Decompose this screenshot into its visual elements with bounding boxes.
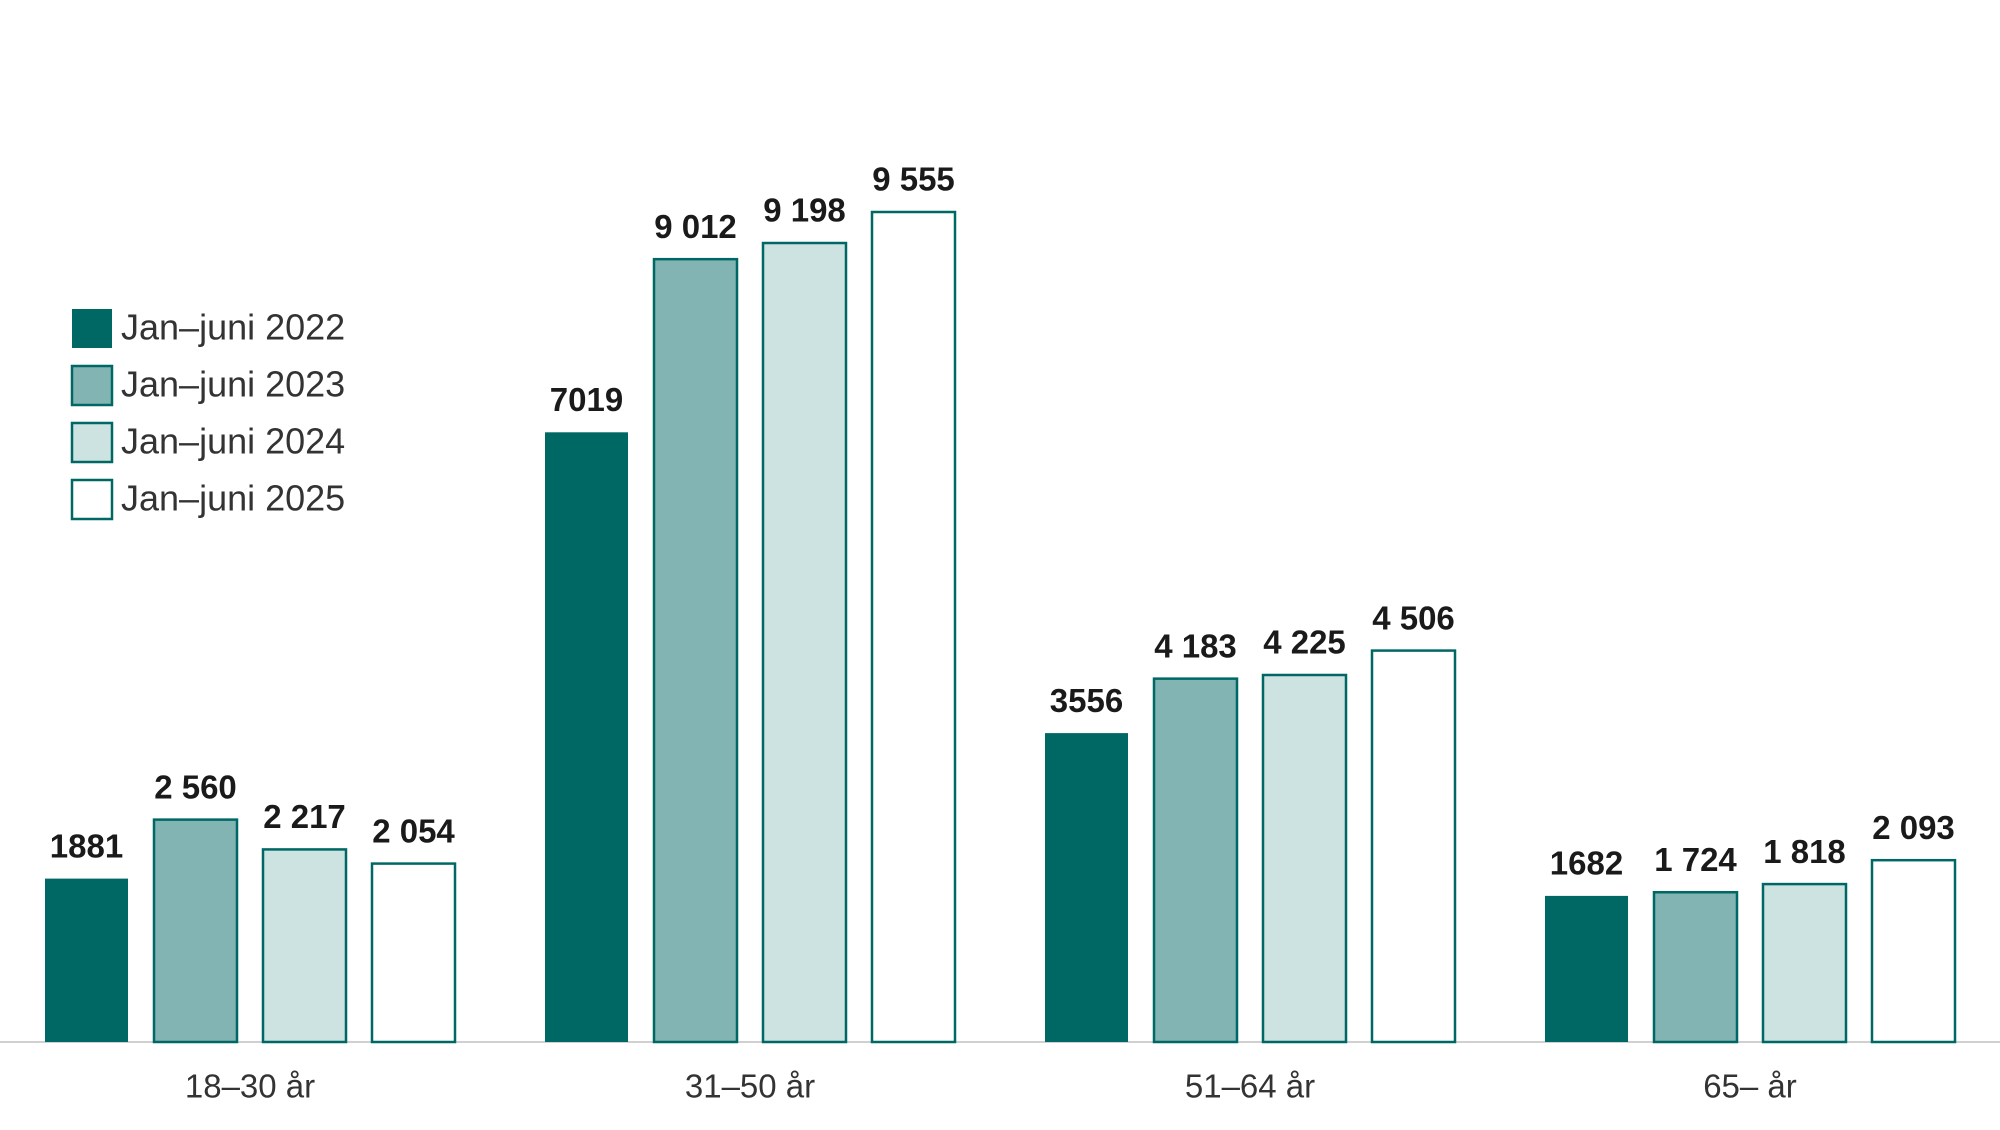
legend-label: Jan–juni 2023 xyxy=(121,364,345,405)
value-label: 4 225 xyxy=(1263,624,1346,661)
legend-label: Jan–juni 2022 xyxy=(121,307,345,348)
x-tick-label: 18–30 år xyxy=(185,1068,315,1105)
bar xyxy=(45,878,128,1042)
bar xyxy=(1045,733,1128,1042)
legend-label: Jan–juni 2025 xyxy=(121,478,345,519)
x-tick-label: 31–50 år xyxy=(685,1068,815,1105)
bar xyxy=(152,818,239,1044)
bar xyxy=(545,432,628,1042)
legend-label: Jan–juni 2024 xyxy=(121,421,345,462)
bar xyxy=(261,848,348,1044)
legend-swatch xyxy=(70,364,114,407)
value-label: 4 183 xyxy=(1154,627,1237,664)
legend-swatch xyxy=(70,478,114,521)
bar xyxy=(1652,890,1739,1044)
value-label: 4 506 xyxy=(1372,599,1455,636)
value-label: 1682 xyxy=(1550,845,1623,882)
bar xyxy=(1870,858,1957,1044)
legend-swatch xyxy=(70,421,114,464)
bar xyxy=(761,241,848,1044)
bar xyxy=(370,862,457,1044)
value-label: 1 724 xyxy=(1654,841,1737,878)
value-label: 2 054 xyxy=(372,812,455,849)
value-label: 9 198 xyxy=(763,192,846,229)
bar xyxy=(1761,882,1848,1044)
bar xyxy=(870,210,957,1044)
bar xyxy=(1152,677,1239,1044)
value-label: 9 555 xyxy=(872,161,955,198)
value-label: 7019 xyxy=(550,381,623,418)
value-label: 1 818 xyxy=(1763,833,1846,870)
x-tick-label: 51–64 år xyxy=(1185,1068,1315,1105)
bar xyxy=(1370,649,1457,1044)
bar xyxy=(652,257,739,1044)
bar xyxy=(1545,895,1628,1042)
value-label: 2 217 xyxy=(263,798,346,835)
value-label: 1881 xyxy=(50,827,123,864)
bar xyxy=(1261,673,1348,1044)
value-label: 2 093 xyxy=(1872,809,1955,846)
value-label: 2 560 xyxy=(154,768,237,805)
value-label: 9 012 xyxy=(654,208,737,245)
value-label: 3556 xyxy=(1050,682,1123,719)
x-tick-label: 65– år xyxy=(1703,1068,1797,1105)
legend-swatch xyxy=(72,309,112,348)
